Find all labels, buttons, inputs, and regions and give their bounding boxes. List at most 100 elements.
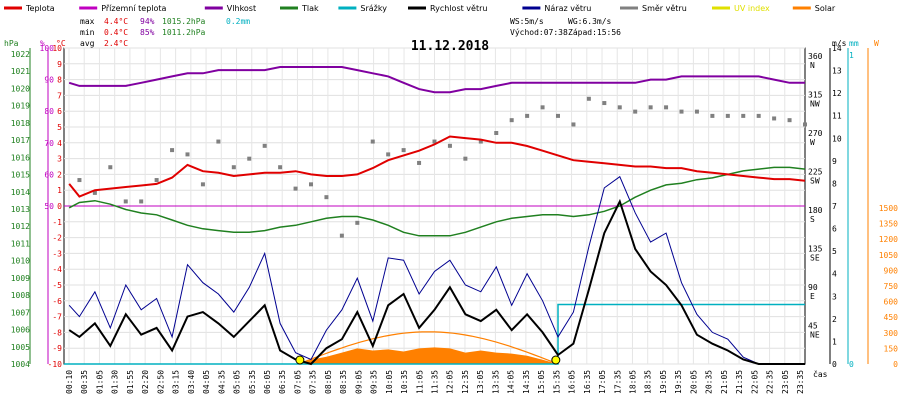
solar-tick: 1050 bbox=[879, 251, 898, 260]
axis-humidity-unit: % bbox=[40, 39, 45, 48]
x-tick-label: 04:35 bbox=[217, 370, 226, 394]
axis-hpa-tick: 1008 bbox=[11, 291, 30, 300]
axis-temperature-tick: -5 bbox=[52, 281, 62, 290]
rain-unit: mm bbox=[849, 39, 859, 48]
wind-speed-info: WS:5m/s bbox=[510, 17, 544, 26]
x-tick-label: 21:35 bbox=[735, 370, 744, 394]
axis-hpa-tick: 1019 bbox=[11, 102, 30, 111]
axis-temperature-tick: 0 bbox=[57, 202, 62, 211]
axis-temperature-tick: 10 bbox=[52, 44, 62, 53]
axis-temperature-tick: 7 bbox=[57, 91, 62, 100]
axis-hpa-tick: 1021 bbox=[11, 67, 30, 76]
solar-tick: 750 bbox=[884, 282, 899, 291]
x-tick-label: 06:05 bbox=[263, 370, 272, 394]
x-tick-label: 01:05 bbox=[95, 370, 104, 394]
axis-temperature-tick: 3 bbox=[57, 155, 62, 164]
x-tick-label: 02:50 bbox=[156, 370, 165, 394]
x-tick-label: 04:05 bbox=[202, 370, 211, 394]
x-tick-label: 14:35 bbox=[522, 370, 531, 394]
stats-temp: 2.4°C bbox=[104, 39, 128, 48]
wind-dir-point bbox=[679, 109, 684, 114]
x-tick-label: 13:05 bbox=[476, 370, 485, 394]
wind-dir-point bbox=[139, 199, 144, 204]
x-tick-label: 23:35 bbox=[796, 370, 805, 394]
solar-tick: 0 bbox=[893, 360, 898, 369]
wind-dir-point bbox=[401, 148, 406, 153]
wind-dir-point bbox=[77, 178, 82, 183]
axis-temperature-tick: 2 bbox=[57, 170, 62, 179]
solar-tick: 1200 bbox=[879, 235, 898, 244]
legend-label: UV index bbox=[734, 4, 770, 13]
x-tick-label: 11:05 bbox=[415, 370, 424, 394]
solar-tick: 1350 bbox=[879, 220, 898, 229]
axis-hpa-tick: 1013 bbox=[11, 205, 30, 214]
x-tick-label: 18:35 bbox=[644, 370, 653, 394]
x-tick-label: 09:35 bbox=[370, 370, 379, 394]
wind-dir-point bbox=[463, 156, 468, 161]
x-tick-label: 07:35 bbox=[309, 370, 318, 394]
x-tick-label: 03:15 bbox=[172, 370, 181, 394]
wind-dir-point bbox=[278, 165, 283, 170]
wind-dir-point bbox=[231, 165, 236, 170]
wind-dir-point bbox=[756, 113, 761, 118]
wind-dir-point bbox=[664, 105, 669, 110]
axis-hpa-tick: 1005 bbox=[11, 343, 30, 352]
solar-tick: 150 bbox=[884, 344, 899, 353]
stats-pressure: 1015.2hPa bbox=[162, 17, 206, 26]
wind-tick: 1 bbox=[832, 337, 837, 346]
wind-dir-point bbox=[478, 139, 483, 144]
axis-hpa-tick: 1004 bbox=[11, 360, 30, 369]
legend-label: Rychlost větru bbox=[430, 4, 487, 13]
wind-dir-point bbox=[787, 118, 792, 123]
x-tick-label: 20:05 bbox=[689, 370, 698, 394]
x-tick-label: 01:55 bbox=[126, 370, 135, 394]
wind-dir-point bbox=[309, 182, 313, 187]
wind-gust-info: WG:6.3m/s bbox=[568, 17, 612, 26]
wind-dir-point bbox=[648, 105, 653, 110]
wind-dir-point bbox=[432, 139, 437, 144]
legend-label: Teplota bbox=[25, 4, 55, 13]
axis-temperature-tick: 5 bbox=[57, 123, 62, 132]
wind-tick: 7 bbox=[832, 202, 837, 211]
axis-temperature-tick: 6 bbox=[57, 107, 62, 116]
humidity-line bbox=[68, 66, 805, 94]
axis-hpa-tick: 1012 bbox=[11, 222, 30, 231]
axis-temperature-tick: -1 bbox=[52, 218, 62, 227]
axis-hpa-tick: 1015 bbox=[11, 171, 30, 180]
wind-dir-point bbox=[216, 139, 221, 144]
x-tick-label: 08:35 bbox=[339, 370, 348, 394]
wind-speed-line bbox=[68, 198, 805, 366]
dir-tick-label: E bbox=[810, 292, 815, 301]
wind-tick: 5 bbox=[832, 247, 837, 256]
wind-dir-point bbox=[602, 101, 607, 106]
stats-humidity: 94% bbox=[140, 17, 155, 26]
pressure-line bbox=[68, 166, 806, 237]
wind-tick: 2 bbox=[832, 315, 837, 324]
legend-label: Přízemní teplota bbox=[101, 4, 166, 13]
axis-temperature-tick: -10 bbox=[48, 360, 63, 369]
dir-tick-deg: 90 bbox=[808, 283, 818, 292]
legend-label: Srážky bbox=[360, 4, 387, 13]
wind-tick: 0 bbox=[832, 360, 837, 369]
x-tick-label: 11:35 bbox=[431, 370, 440, 394]
dir-tick-label: S bbox=[810, 215, 815, 224]
wind-dir-point bbox=[154, 178, 159, 183]
axis-temperature-tick: 1 bbox=[57, 186, 62, 195]
dir-tick-deg: 225 bbox=[808, 168, 823, 177]
wind-dir-point bbox=[694, 109, 699, 114]
stats-rain: 0.2mm bbox=[226, 17, 250, 26]
wind-dir-point bbox=[447, 143, 452, 148]
x-tick-label: 16:05 bbox=[568, 370, 577, 394]
wind-tick: 6 bbox=[832, 225, 837, 234]
solar-area bbox=[298, 347, 558, 364]
axis-temperature-tick: -3 bbox=[52, 249, 62, 258]
x-tick-label: 22:35 bbox=[766, 370, 775, 394]
stats-label: min bbox=[80, 28, 95, 37]
axis-humidity-tick: 90 bbox=[44, 76, 54, 85]
x-tick-label: 20:35 bbox=[705, 370, 714, 394]
dir-tick-deg: 315 bbox=[808, 91, 823, 100]
wind-dir-point bbox=[525, 113, 530, 118]
solar-tick: 600 bbox=[884, 298, 899, 307]
solar-tick: 1500 bbox=[879, 204, 898, 213]
